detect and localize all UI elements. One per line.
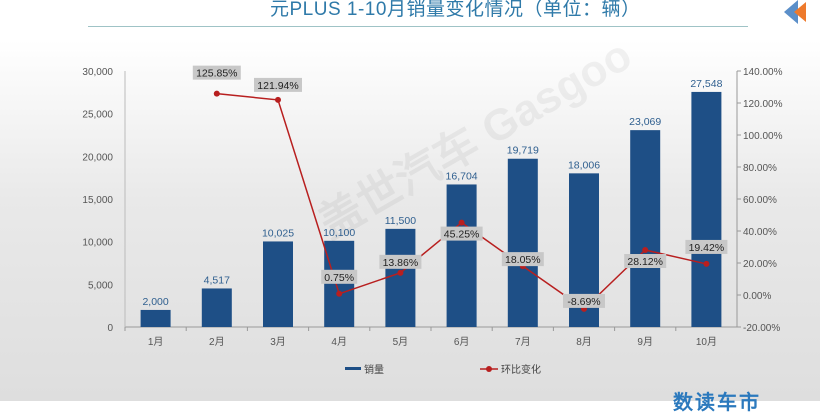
bar (324, 240, 355, 327)
y-left-tick-label: 30,000 (82, 67, 113, 78)
line-label-bg (501, 252, 544, 267)
y-left-tick-label: 10,000 (82, 238, 113, 249)
line-point (336, 290, 343, 297)
y-left-tick-label: 0 (107, 323, 113, 334)
x-tick-label: 7月 (515, 336, 531, 348)
y-left-tick-label: 25,000 (82, 110, 113, 121)
x-tick-label: 8月 (576, 336, 592, 348)
bar-data-label: 19,719 (507, 145, 539, 157)
y-right-tick-label: 20.00% (743, 259, 777, 270)
x-tick-label: 6月 (454, 336, 470, 348)
bar-data-label: 16,704 (446, 170, 478, 182)
y-right-tick-label: 120.00% (743, 99, 783, 110)
line-data-label: 13.86% (383, 257, 419, 269)
bar (446, 184, 477, 327)
bar (691, 91, 722, 327)
line-data-label: -8.69% (567, 296, 600, 308)
line-data-label: 19.42% (689, 242, 725, 254)
y-right-tick-label: -20.00% (743, 323, 780, 334)
line-label-bg (624, 254, 667, 269)
y-left-tick-label: 5,000 (88, 280, 113, 291)
line-label-bg (254, 77, 302, 92)
bar (201, 288, 232, 327)
chart-svg: 盖世汽车 Gasgoo 05,00010,00015,00020,00025,0… (82, 30, 783, 348)
legend-label: 环比变化 (501, 365, 541, 376)
line-marker-swatch-icon (480, 365, 498, 372)
line-data-label: 121.94% (257, 80, 298, 92)
bar (507, 158, 538, 327)
bar-data-label: 23,069 (629, 116, 661, 128)
line-label-bg (192, 65, 241, 80)
line-data-label: 0.75% (324, 272, 354, 284)
bar-data-label: 4,517 (204, 274, 230, 286)
bar-data-label: 2,000 (142, 296, 168, 308)
line-point (703, 260, 710, 267)
x-tick-label: 9月 (637, 336, 653, 348)
legend-label: 销量 (364, 365, 384, 376)
line-point (458, 219, 465, 226)
bar-data-label: 10,025 (262, 227, 294, 239)
bar-data-label: 11,500 (385, 215, 416, 227)
y-left-tick-label: 15,000 (82, 195, 113, 206)
x-tick-label: 5月 (393, 336, 409, 348)
line-data-label: 125.85% (196, 68, 237, 80)
line-point (397, 269, 404, 276)
y-left-tick-label: 20,000 (82, 152, 113, 163)
bar (385, 228, 416, 327)
bar (630, 130, 661, 327)
y-right-tick-label: 100.00% (743, 131, 783, 142)
bar (263, 241, 293, 327)
y-right-tick-label: 0.00% (743, 291, 771, 302)
line-point (642, 247, 649, 254)
x-tick-label: 3月 (270, 336, 286, 348)
line-point (213, 90, 220, 97)
x-tick-label: 10月 (696, 336, 717, 348)
line-label-bg (440, 226, 483, 241)
y-right-tick-label: 60.00% (743, 195, 777, 206)
y-right-tick-label: 140.00% (743, 67, 783, 78)
bar-swatch-icon (345, 367, 361, 370)
bar-data-label: 10,100 (323, 227, 355, 239)
chart-title: 元PLUS 1-10月销量变化情况（单位：辆） (270, 0, 641, 20)
legend-item-mom: 环比变化 (480, 361, 541, 376)
line-data-label: 18.05% (505, 254, 541, 266)
line-label-bg (563, 293, 605, 308)
line-label-bg (379, 254, 422, 269)
line-label-bg (685, 239, 728, 254)
y-right-tick-label: 80.00% (743, 163, 777, 174)
title-divider (88, 26, 748, 27)
arrow-logo-icon (784, 0, 806, 24)
x-tick-label: 1月 (148, 336, 164, 348)
bar (140, 309, 171, 327)
line-point (275, 96, 281, 103)
line-data-label: 45.25% (444, 229, 480, 241)
bar-data-label: 18,006 (568, 159, 600, 171)
x-tick-label: 2月 (209, 336, 225, 348)
legend-item-sales: 销量 (345, 361, 384, 376)
bar-data-label: 27,548 (690, 78, 722, 90)
x-tick-label: 4月 (331, 336, 347, 348)
line-data-label: 28.12% (627, 256, 663, 268)
line-label-bg (321, 269, 358, 284)
y-right-tick-label: 40.00% (743, 227, 777, 238)
